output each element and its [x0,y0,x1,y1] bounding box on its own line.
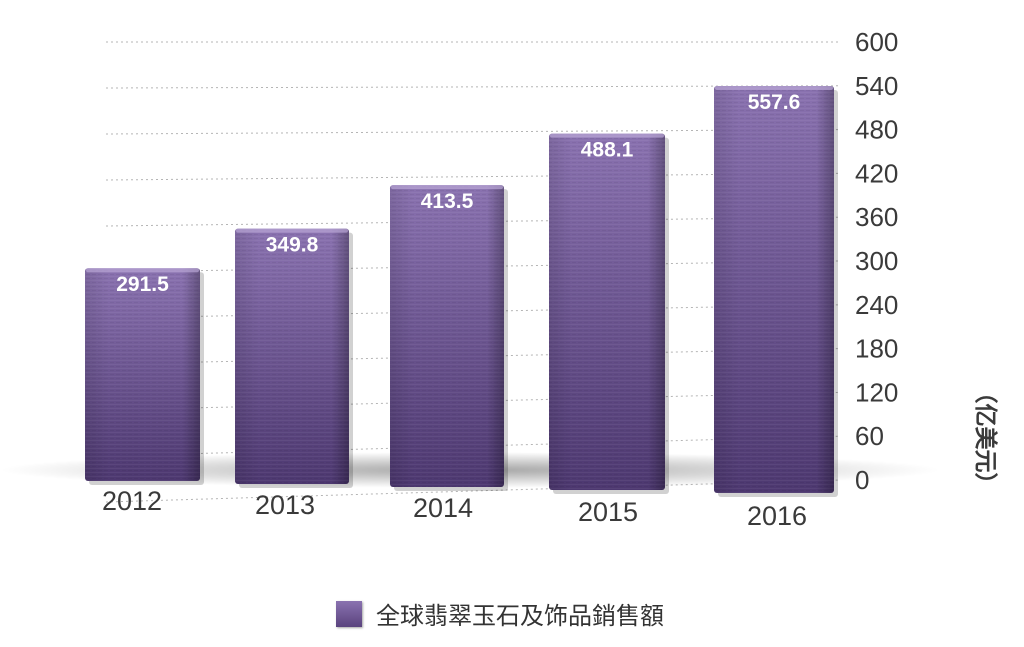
legend: 全球翡翠玉石及饰品銷售額 [336,596,664,631]
bar-top-highlight [715,85,833,90]
bar-top-highlight [550,133,664,138]
data-label: 413.5 [421,190,474,213]
y-axis-title: （亿美元） [972,381,999,496]
bar-2015: 488.1 [549,133,669,494]
bars: 291.5 349.8 413.5 488.1 557.6 [85,85,838,498]
y-axis-ticks: 0 60 120 180 240 300 360 420 480 540 600 [855,27,898,495]
legend-label: 全球翡翠玉石及饰品銷售額 [376,602,664,630]
bar-top-highlight [86,268,199,273]
bar-2012: 291.5 [85,268,204,485]
y-tick-label: 480 [855,115,898,145]
bar-top-highlight [236,228,348,233]
data-label: 488.1 [581,139,634,162]
y-tick-label: 180 [855,334,898,364]
y-tick-label: 420 [855,158,898,188]
bar-2013: 349.8 [235,228,353,488]
x-tick-label: 2012 [102,486,162,516]
data-label: 291.5 [116,273,169,296]
x-tick-label: 2014 [413,493,473,523]
y-tick-label: 240 [855,290,898,320]
y-tick-label: 120 [855,377,898,407]
bar-2014: 413.5 [390,185,508,491]
x-tick-label: 2013 [255,490,315,520]
y-tick-label: 360 [855,202,898,232]
x-axis-labels: 2012 2013 2014 2015 2016 [102,486,807,531]
bar-2016: 557.6 [714,85,838,498]
y-tick-label: 300 [855,246,898,276]
bar-top-highlight [391,185,503,190]
bar-edge-shade [85,268,200,481]
bar-edge-shade [714,85,834,494]
y-tick-label: 540 [855,71,898,101]
y-tick-label: 0 [855,465,869,495]
data-label: 557.6 [748,91,801,114]
bar-edge-shade [390,185,504,487]
bar-edge-shade [549,133,665,490]
x-tick-label: 2016 [747,501,807,531]
data-label: 349.8 [266,234,319,257]
bar-edge-shade [235,228,349,484]
legend-swatch [336,600,362,627]
x-tick-label: 2015 [578,497,638,527]
y-tick-label: 600 [855,27,898,57]
y-tick-label: 60 [855,421,884,451]
